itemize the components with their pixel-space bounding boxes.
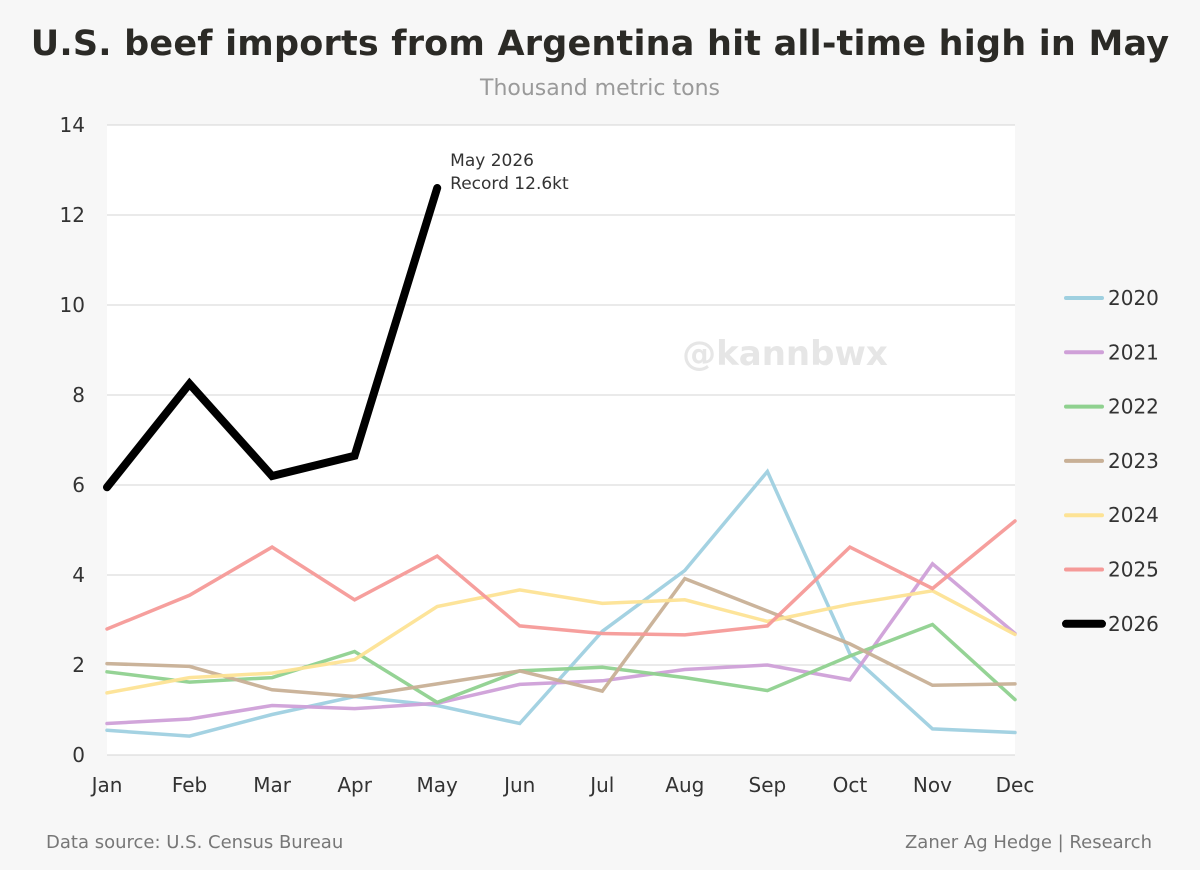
annotation-label: May 2026 [450,151,534,171]
series-line-2025 [105,519,1017,637]
y-tick-label: 4 [72,563,85,587]
credit: Zaner Ag Hedge | Research [904,832,1152,853]
series-line-2026 [103,184,442,492]
legend-label-2024: 2024 [1108,503,1159,527]
series-line-2023 [105,576,1017,699]
legend-label-2026: 2026 [1108,612,1159,636]
x-tick-label: May [417,773,459,797]
y-tick-label: 14 [60,113,85,137]
y-tick-label: 0 [72,743,85,767]
x-tick-label: Sep [749,773,787,797]
x-tick-label: Nov [913,773,952,797]
x-tick-label: Oct [833,773,868,797]
chart-subtitle: Thousand metric tons [480,76,720,101]
legend-label-2025: 2025 [1108,558,1159,582]
watermark: @kannbwx [682,334,888,374]
x-tick-label: Jul [588,773,614,797]
x-tick-label: Dec [996,773,1035,797]
x-tick-label: Aug [665,773,704,797]
y-tick-label: 6 [72,473,85,497]
x-tick-label: Apr [337,773,372,797]
legend-label-2020: 2020 [1108,286,1159,310]
data-source: Data source: U.S. Census Bureau [46,832,344,853]
x-tick-label: Jun [502,773,535,797]
series-line-2024 [105,588,1017,695]
series-line-2020 [105,468,1017,738]
y-tick-label: 8 [72,383,85,407]
legend-label-2021: 2021 [1108,340,1159,364]
y-tick-label: 12 [60,203,85,227]
x-tick-label: Feb [172,773,207,797]
legend-label-2023: 2023 [1108,449,1159,473]
x-tick-label: Jan [90,773,123,797]
x-tick-label: Mar [253,773,292,797]
chart-title: U.S. beef imports from Argentina hit all… [30,24,1170,64]
annotation-label: Record 12.6kt [450,174,569,194]
y-tick-label: 10 [60,293,85,317]
legend-label-2022: 2022 [1108,395,1159,419]
y-tick-label: 2 [72,653,85,677]
